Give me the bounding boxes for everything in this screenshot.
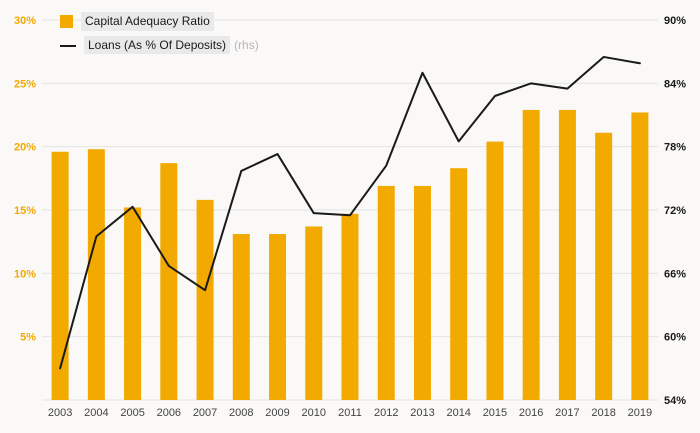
bar-2013	[413, 185, 431, 400]
x-axis-label-2015: 2015	[483, 407, 507, 419]
x-axis-label-2014: 2014	[446, 407, 470, 419]
x-axis-label-2011: 2011	[338, 407, 362, 419]
left-axis-tick: 25%	[14, 78, 36, 90]
x-axis-label-2016: 2016	[519, 407, 543, 419]
legend-label: Loans (As % Of Deposits)	[84, 36, 231, 54]
legend-label: Capital Adequacy Ratio	[81, 12, 214, 31]
legend-item-capital-adequacy-ratio[interactable]: Capital Adequacy Ratio	[60, 12, 259, 31]
x-axis-label-2019: 2019	[628, 407, 652, 419]
bar-2005	[124, 207, 142, 400]
bar-series-swatch	[60, 15, 73, 28]
bar-2016	[522, 109, 540, 400]
x-axis-label-2005: 2005	[120, 407, 144, 419]
x-axis-label-2008: 2008	[229, 407, 253, 419]
x-axis-label-2009: 2009	[265, 407, 289, 419]
left-axis-tick: 10%	[14, 268, 36, 280]
legend: Capital Adequacy Ratio Loans (As % Of De…	[60, 12, 259, 54]
right-axis-tick: 84%	[664, 78, 686, 90]
right-axis-tick: 54%	[664, 395, 686, 407]
loans-line	[59, 55, 641, 370]
right-axis-tick: 60%	[664, 332, 686, 344]
x-axis-label-2006: 2006	[157, 407, 181, 419]
bar-2014	[450, 168, 468, 400]
bar-2017	[558, 109, 576, 400]
bar-2009	[269, 234, 287, 400]
x-axis-label-2012: 2012	[374, 407, 398, 419]
bar-2012	[377, 185, 395, 400]
line-series-swatch	[60, 44, 76, 47]
bar-2003	[51, 151, 69, 400]
x-axis-label-2017: 2017	[555, 407, 579, 419]
bar-2007	[196, 199, 214, 400]
x-axis-label-2003: 2003	[48, 407, 72, 419]
left-axis-tick: 5%	[20, 332, 36, 344]
bar-2004	[87, 149, 105, 400]
legend-rhs-suffix: (rhs)	[234, 38, 259, 52]
left-axis-tick: 15%	[14, 205, 36, 217]
x-axis-label-2018: 2018	[591, 407, 615, 419]
bar-2018	[595, 132, 613, 400]
right-axis-tick: 78%	[664, 142, 686, 154]
bar-2011	[341, 213, 359, 400]
bar-2019	[631, 112, 649, 400]
x-axis-label-2013: 2013	[410, 407, 434, 419]
right-axis-tick: 72%	[664, 205, 686, 217]
bar-2006	[160, 163, 178, 400]
right-axis-tick: 66%	[664, 268, 686, 280]
legend-item-loans-pct-deposits[interactable]: Loans (As % Of Deposits) (rhs)	[60, 36, 259, 54]
bar-2008	[232, 234, 250, 400]
x-axis-label-2004: 2004	[84, 407, 108, 419]
bar-2010	[305, 226, 323, 400]
left-axis-tick: 30%	[14, 15, 36, 27]
x-axis-label-2007: 2007	[193, 407, 217, 419]
right-axis-tick: 90%	[664, 15, 686, 27]
x-axis-label-2010: 2010	[302, 407, 326, 419]
left-axis-tick: 20%	[14, 142, 36, 154]
bar-2015	[486, 141, 504, 400]
